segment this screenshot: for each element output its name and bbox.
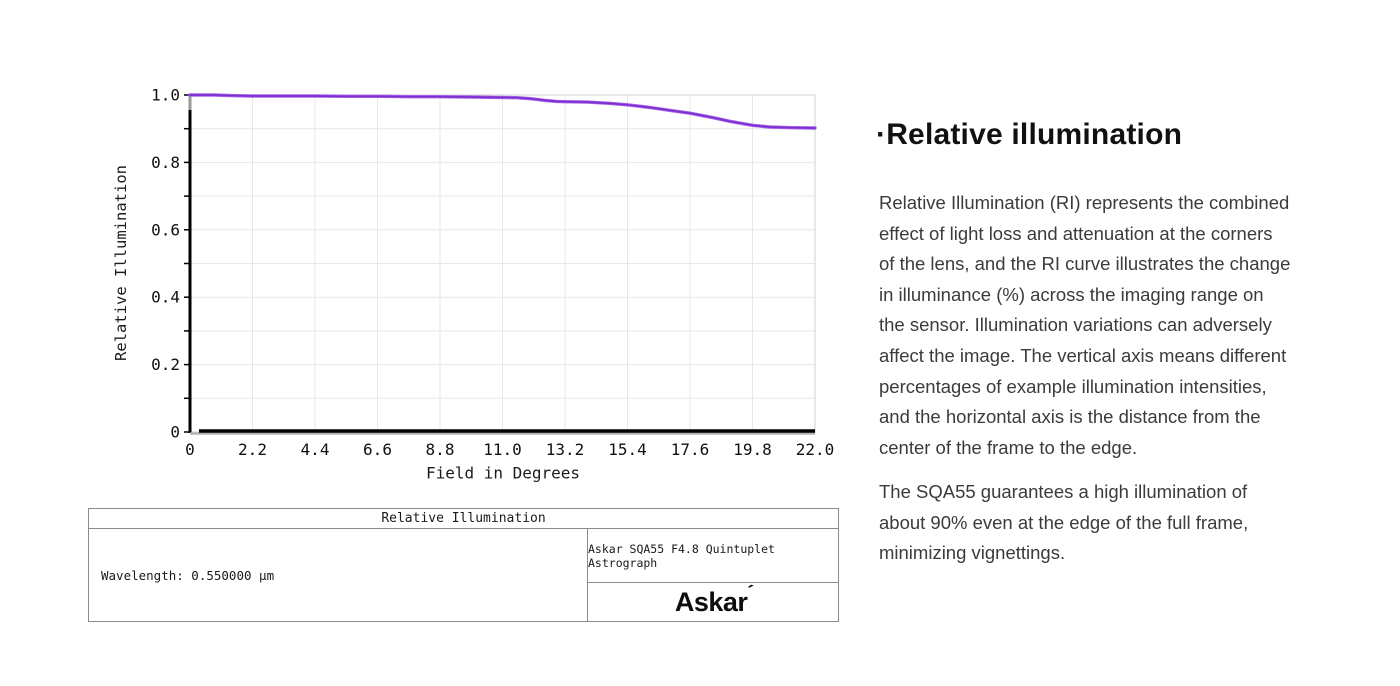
y-tick-label: 1.0: [151, 86, 180, 105]
x-tick-label: 0: [185, 440, 195, 459]
y-tick-label: 0.2: [151, 355, 180, 374]
x-tick-label: 17.6: [671, 440, 710, 459]
x-tick-label: 15.4: [608, 440, 647, 459]
table-title: Relative Illumination: [89, 509, 838, 529]
description-paragraph-2: The SQA55 guarantees a high illumination…: [879, 481, 1249, 564]
wavelength-cell: Wavelength: 0.550000 μm: [89, 529, 588, 622]
y-tick-label: 0.8: [151, 153, 180, 172]
x-tick-label: 4.4: [301, 440, 330, 459]
ri-curve: [189, 94, 816, 129]
x-tick-label: 6.6: [363, 440, 392, 459]
x-axis-title: Field in Degrees: [425, 463, 581, 483]
x-tick-label: 8.8: [426, 440, 455, 459]
askar-logo-tick-icon: ´: [744, 581, 756, 605]
askar-logo-text: Askar: [674, 587, 748, 617]
x-tick-label: 13.2: [546, 440, 585, 459]
y-tick-label: 0.4: [151, 288, 180, 307]
description-paragraph-1: Relative Illumination (RI) represents th…: [879, 192, 1291, 458]
askar-logo: Askar ´: [588, 581, 838, 622]
section-heading: ·Relative illumination: [876, 118, 1183, 151]
y-tick-label: 0: [170, 423, 180, 442]
relative-illumination-chart: 0 0.2 0.4 0.6 0.8 1.0 0 2.2 4.4 6.6 8.8 11.0 13.2 15.…: [151, 86, 835, 460]
y-axis-title: Relative Illumination: [112, 165, 130, 361]
x-tick-label: 22.0: [796, 440, 835, 459]
x-tick-label: 11.0: [483, 440, 522, 459]
chart-info-table: Relative Illumination Wavelength: 0.5500…: [88, 508, 839, 622]
y-tick-label: 0.6: [151, 220, 180, 239]
x-tick-label: 19.8: [733, 440, 772, 459]
table-body: Wavelength: 0.550000 μm Askar SQA55 F4.8…: [89, 529, 838, 622]
x-tick-label: 2.2: [238, 440, 267, 459]
table-right-column: Askar SQA55 F4.8 Quintuplet Astrograph A…: [588, 529, 838, 622]
instrument-cell: Askar SQA55 F4.8 Quintuplet Astrograph: [588, 529, 838, 583]
